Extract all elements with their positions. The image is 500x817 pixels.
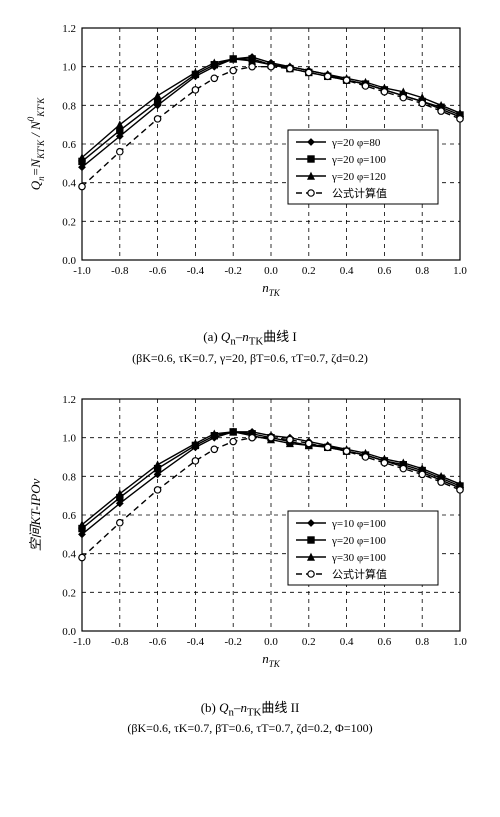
svg-text:-0.8: -0.8: [111, 265, 129, 277]
svg-text:0.4: 0.4: [340, 636, 354, 648]
chart-b-caption: (b) Qn–nTK曲线 II (βK=0.6, τK=0.7, βT=0.6,…: [10, 699, 490, 738]
svg-text:-0.4: -0.4: [187, 636, 205, 648]
svg-text:γ=30 φ=100: γ=30 φ=100: [331, 552, 386, 564]
svg-text:0.0: 0.0: [264, 265, 278, 277]
svg-text:0.0: 0.0: [62, 626, 76, 638]
svg-text:1.0: 1.0: [62, 432, 76, 444]
svg-text:nTK: nTK: [262, 651, 281, 669]
chart-a-caption-main: (a) Qn–nTK曲线 I: [10, 328, 490, 350]
svg-text:0.4: 0.4: [340, 265, 354, 277]
svg-text:0.4: 0.4: [62, 548, 76, 560]
chart-a-caption-sub: (βK=0.6, τK=0.7, γ=20, βT=0.6, τT=0.7, ζ…: [10, 350, 490, 367]
svg-text:γ=20 φ=120: γ=20 φ=120: [331, 171, 386, 183]
svg-text:0.2: 0.2: [62, 216, 76, 228]
svg-text:-0.2: -0.2: [224, 636, 241, 648]
svg-text:0.8: 0.8: [62, 471, 76, 483]
svg-text:1.2: 1.2: [62, 23, 76, 35]
svg-text:0.6: 0.6: [378, 265, 392, 277]
chart-b: -1.0-0.8-0.6-0.4-0.20.00.20.40.60.81.00.…: [20, 381, 480, 691]
svg-text:0.6: 0.6: [62, 510, 76, 522]
chart-a-caption: (a) Qn–nTK曲线 I (βK=0.6, τK=0.7, γ=20, βT…: [10, 328, 490, 367]
svg-text:0.2: 0.2: [62, 587, 76, 599]
svg-text:0.8: 0.8: [415, 636, 429, 648]
chart-b-caption-main: (b) Qn–nTK曲线 II: [10, 699, 490, 721]
svg-text:公式计算值: 公式计算值: [332, 567, 387, 581]
svg-text:-0.6: -0.6: [149, 265, 167, 277]
svg-text:空间KT-IPOv: 空间KT-IPOv: [28, 478, 43, 551]
svg-text:1.0: 1.0: [62, 62, 76, 74]
chart-a-container: -1.0-0.8-0.6-0.4-0.20.00.20.40.60.81.00.…: [10, 10, 490, 320]
svg-text:0.8: 0.8: [62, 100, 76, 112]
svg-text:公式计算值: 公式计算值: [332, 186, 387, 200]
svg-text:0.0: 0.0: [264, 636, 278, 648]
svg-text:0.2: 0.2: [302, 636, 316, 648]
svg-text:1.0: 1.0: [453, 636, 467, 648]
svg-text:0.8: 0.8: [415, 265, 429, 277]
svg-text:-0.2: -0.2: [224, 265, 241, 277]
svg-text:-0.4: -0.4: [187, 265, 205, 277]
svg-text:γ=20 φ=100: γ=20 φ=100: [331, 535, 386, 547]
svg-text:γ=20 φ=100: γ=20 φ=100: [331, 154, 386, 166]
svg-text:nTK: nTK: [262, 280, 281, 298]
chart-b-container: -1.0-0.8-0.6-0.4-0.20.00.20.40.60.81.00.…: [10, 381, 490, 691]
svg-text:0.6: 0.6: [62, 139, 76, 151]
svg-text:1.2: 1.2: [62, 394, 76, 406]
svg-text:0.0: 0.0: [62, 255, 76, 267]
svg-text:0.2: 0.2: [302, 265, 316, 277]
svg-text:0.6: 0.6: [378, 636, 392, 648]
chart-a: -1.0-0.8-0.6-0.4-0.20.00.20.40.60.81.00.…: [20, 10, 480, 320]
svg-text:1.0: 1.0: [453, 265, 467, 277]
svg-text:γ=20 φ=80: γ=20 φ=80: [331, 137, 381, 149]
svg-text:Qn=NKT'K / N0KT'K: Qn=NKT'K / N0KT'K: [26, 97, 46, 191]
svg-text:γ=10 φ=100: γ=10 φ=100: [331, 518, 386, 530]
svg-text:-0.6: -0.6: [149, 636, 167, 648]
chart-b-caption-sub: (βK=0.6, τK=0.7, βT=0.6, τT=0.7, ζd=0.2,…: [10, 720, 490, 737]
svg-text:0.4: 0.4: [62, 178, 76, 190]
svg-text:-0.8: -0.8: [111, 636, 129, 648]
